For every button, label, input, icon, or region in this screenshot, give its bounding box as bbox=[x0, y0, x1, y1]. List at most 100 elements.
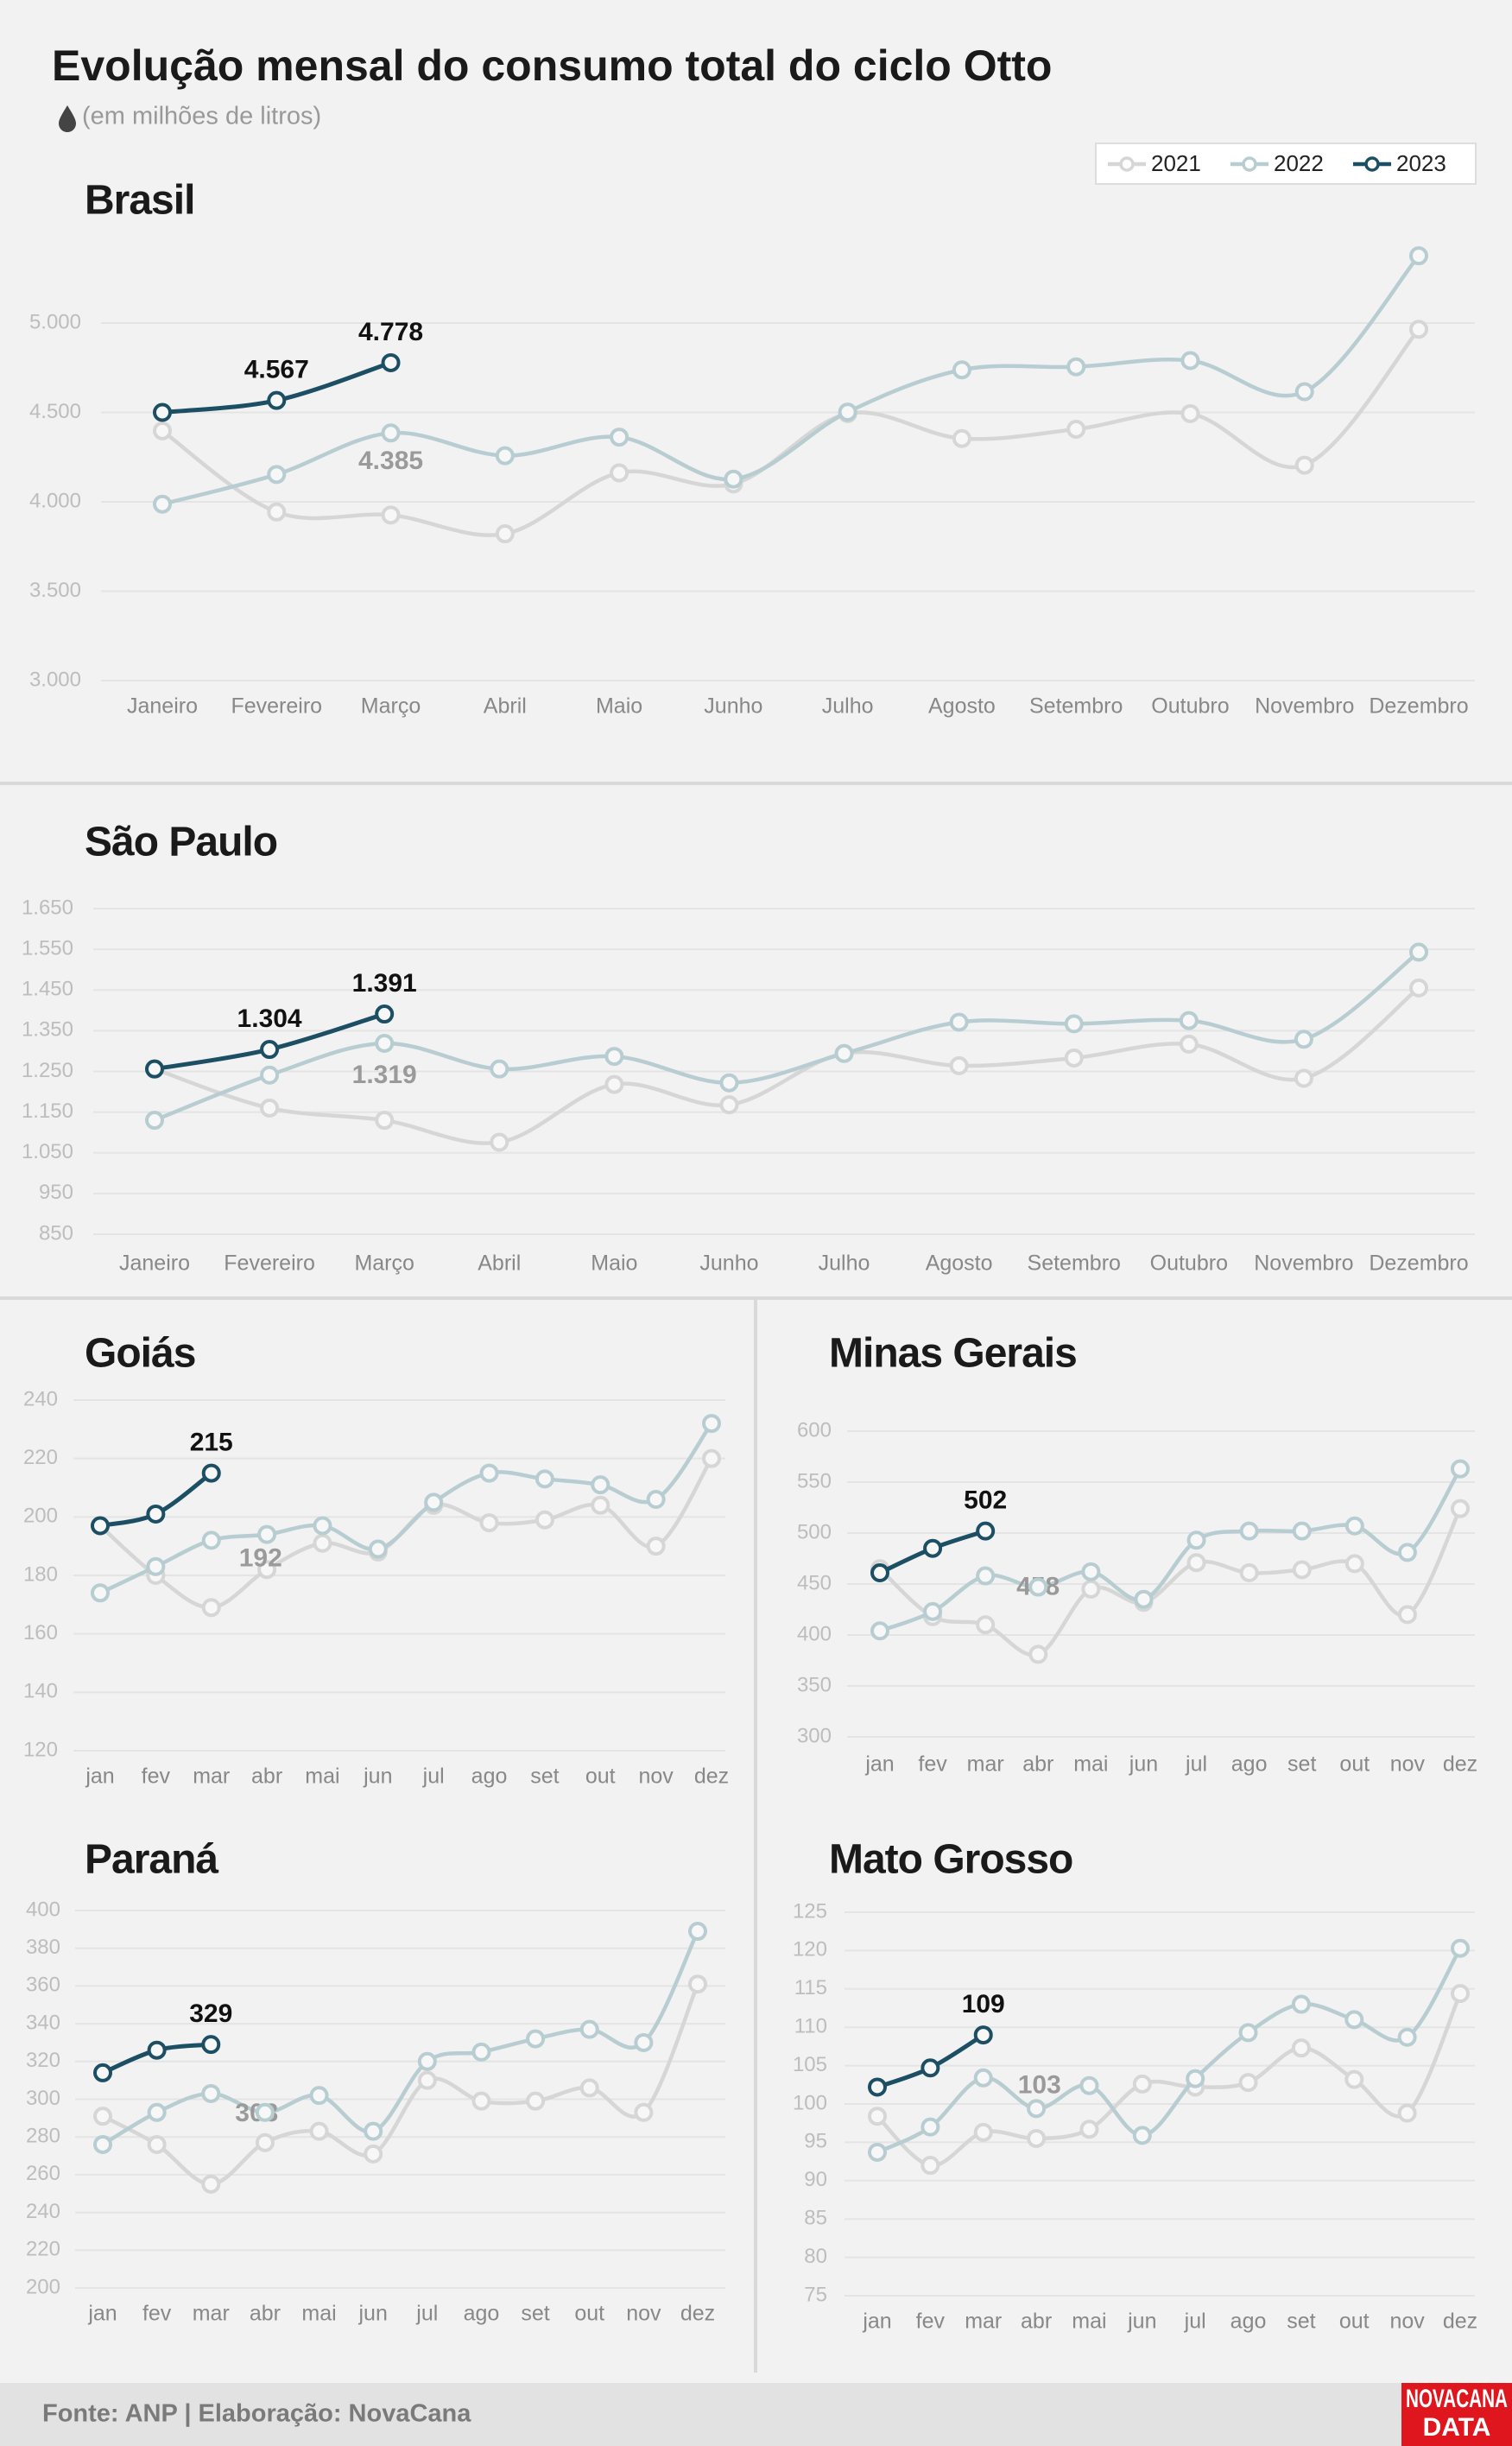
x-tick-label: dez bbox=[680, 2302, 715, 2326]
y-tick-label: 75 bbox=[804, 2283, 827, 2306]
y-tick-label: 3.000 bbox=[29, 668, 81, 691]
y-tick-label: 1.150 bbox=[22, 1099, 73, 1123]
x-tick-label: jun bbox=[1127, 2310, 1156, 2334]
data-point bbox=[479, 1463, 499, 1483]
data-point bbox=[1179, 1011, 1199, 1030]
data-point bbox=[976, 1615, 996, 1635]
x-tick-label: Setembro bbox=[1029, 694, 1123, 719]
page-title: Evolução mensal do consumo total do cicl… bbox=[52, 41, 1052, 90]
y-tick-label: 240 bbox=[23, 1387, 58, 1410]
data-point bbox=[688, 1974, 707, 1994]
y-tick-label: 200 bbox=[26, 2275, 60, 2298]
x-tick-label: Setembro bbox=[1028, 1252, 1121, 1276]
data-point bbox=[255, 2102, 275, 2122]
y-tick-label: 320 bbox=[26, 2049, 60, 2072]
data-point bbox=[1028, 1644, 1048, 1664]
chart-title: Goiás bbox=[85, 1331, 195, 1377]
data-point bbox=[260, 1065, 280, 1085]
y-tick-label: 220 bbox=[26, 2238, 60, 2261]
data-point bbox=[1066, 357, 1086, 377]
y-tick-label: 120 bbox=[23, 1738, 58, 1761]
data-point bbox=[1294, 1068, 1313, 1088]
data-point bbox=[1079, 2075, 1099, 2095]
data-label: 103 bbox=[1018, 2071, 1061, 2100]
data-point bbox=[973, 2025, 993, 2045]
data-point bbox=[646, 1537, 666, 1556]
y-tick-label: 95 bbox=[804, 2130, 827, 2153]
data-point bbox=[1179, 1034, 1199, 1054]
data-point bbox=[1079, 2120, 1099, 2139]
data-point bbox=[267, 390, 287, 410]
data-point bbox=[1238, 2023, 1258, 2043]
y-tick-label: 200 bbox=[23, 1505, 58, 1528]
x-tick-label: Maio bbox=[591, 1252, 637, 1276]
legend-label: 2022 bbox=[1274, 150, 1324, 176]
data-point bbox=[1344, 2069, 1364, 2089]
data-point bbox=[1081, 1579, 1101, 1599]
y-tick-label: 360 bbox=[26, 1974, 60, 1997]
data-point bbox=[417, 2070, 437, 2090]
legend-label: 2021 bbox=[1151, 150, 1201, 176]
y-tick-label: 1.350 bbox=[22, 1018, 73, 1042]
data-point bbox=[952, 428, 971, 448]
subtitle: (em milhões de litros) bbox=[82, 103, 321, 130]
data-point bbox=[920, 2156, 940, 2176]
y-tick-label: 4.500 bbox=[29, 400, 81, 423]
y-tick-label: 5.000 bbox=[29, 310, 81, 333]
data-point bbox=[1027, 2099, 1047, 2119]
data-point bbox=[604, 1074, 624, 1094]
x-tick-label: mar bbox=[965, 2310, 1002, 2334]
data-label: 4.385 bbox=[358, 447, 423, 475]
x-tick-label: mar bbox=[193, 1765, 230, 1789]
y-tick-label: 280 bbox=[26, 2125, 60, 2148]
x-tick-label: ago bbox=[1231, 1752, 1268, 1777]
data-point bbox=[526, 2029, 546, 2049]
y-tick-label: 120 bbox=[793, 1938, 827, 1961]
data-point bbox=[1180, 351, 1200, 371]
x-tick-label: jun bbox=[357, 2302, 387, 2326]
y-tick-label: 300 bbox=[26, 2087, 60, 2110]
data-point bbox=[153, 402, 172, 422]
data-point bbox=[490, 1059, 509, 1079]
data-point bbox=[255, 2132, 275, 2152]
data-point bbox=[1186, 1553, 1206, 1573]
data-point bbox=[973, 2122, 993, 2142]
data-point bbox=[1027, 2128, 1047, 2148]
data-point bbox=[1066, 419, 1086, 439]
y-tick-label: 1.050 bbox=[22, 1140, 73, 1163]
data-point bbox=[976, 1566, 996, 1586]
data-point bbox=[1134, 1589, 1154, 1609]
data-point bbox=[364, 2121, 383, 2141]
data-point bbox=[375, 1033, 395, 1053]
data-point bbox=[702, 1414, 721, 1434]
data-point bbox=[535, 1510, 554, 1530]
data-point bbox=[91, 1516, 110, 1536]
logo-box bbox=[1401, 2383, 1512, 2446]
x-tick-label: ago bbox=[1230, 2310, 1267, 2334]
x-tick-label: abr bbox=[251, 1765, 282, 1789]
data-point bbox=[1239, 1521, 1259, 1541]
data-point bbox=[719, 1095, 739, 1115]
data-point bbox=[93, 2107, 112, 2126]
y-tick-label: 105 bbox=[793, 2053, 827, 2076]
y-tick-label: 1.550 bbox=[22, 936, 73, 960]
data-point bbox=[145, 1059, 164, 1079]
data-point bbox=[1291, 2038, 1311, 2058]
x-tick-label: dez bbox=[1443, 1752, 1477, 1777]
x-tick-label: Agosto bbox=[926, 1252, 993, 1276]
data-point bbox=[147, 2134, 167, 2154]
data-point bbox=[479, 1513, 499, 1533]
chart-title: Paraná bbox=[85, 1837, 218, 1883]
chart-title: Brasil bbox=[85, 178, 194, 224]
data-point bbox=[688, 1922, 707, 1942]
x-tick-label: nov bbox=[1390, 1752, 1426, 1777]
x-tick-label: set bbox=[1287, 2310, 1315, 2334]
data-point bbox=[146, 1556, 166, 1576]
y-tick-label: 140 bbox=[23, 1680, 58, 1703]
data-point bbox=[146, 1504, 166, 1524]
data-point bbox=[535, 1469, 554, 1489]
y-tick-label: 350 bbox=[797, 1673, 832, 1696]
data-point bbox=[1451, 1984, 1470, 2004]
x-tick-label: jan bbox=[87, 2302, 117, 2326]
x-tick-label: dez bbox=[694, 1765, 729, 1789]
